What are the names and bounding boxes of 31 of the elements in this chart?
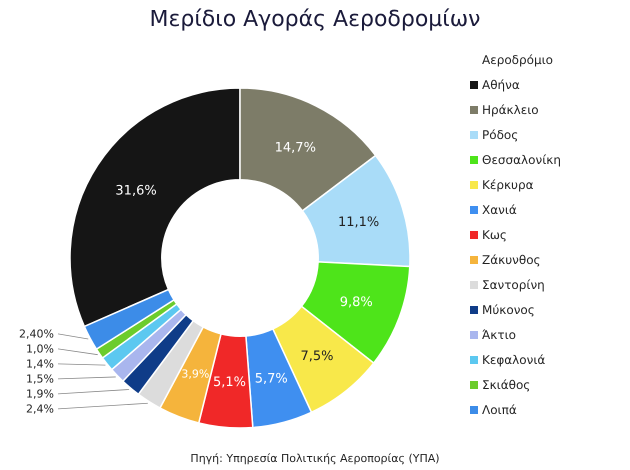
legend-title: Αεροδρόμιο	[482, 53, 553, 68]
data-label: 11,1%	[338, 215, 380, 230]
legend-label: Ηράκλειο	[482, 103, 539, 118]
legend-label: Ζάκυνθος	[482, 253, 541, 268]
data-label: 7,5%	[300, 348, 334, 364]
legend-label: Σκιάθος	[482, 378, 530, 392]
data-label: 1,4%	[26, 358, 54, 371]
data-label: 1,0%	[26, 342, 54, 356]
data-label: 1,5%	[26, 372, 54, 386]
data-label: 9,8%	[340, 295, 373, 310]
data-label: 5,1%	[212, 375, 246, 390]
legend-label: Αθήνα	[482, 78, 520, 92]
legend-label: Χανιά	[482, 203, 517, 218]
legend-label: Λοιπά	[482, 403, 517, 418]
legend-label: Σαντορίνη	[482, 278, 545, 292]
legend-label: Ρόδος	[482, 128, 518, 142]
legend-label: Μύκονος	[482, 303, 535, 318]
data-label: 14,7%	[274, 140, 316, 156]
data-label: 31,6%	[115, 184, 157, 199]
data-label: 1,9%	[26, 388, 54, 401]
data-label: 2,40%	[19, 328, 54, 341]
chart-title: Μερίδιο Αγοράς Αεροδρομίων	[150, 7, 480, 32]
legend-label: Κως	[482, 228, 507, 242]
legend-label: Θεσσαλονίκη	[482, 153, 561, 168]
legend-label: Άκτιο	[482, 328, 516, 342]
legend-label: Κεφαλονιά	[482, 353, 546, 368]
text: Πηγή: Υπηρεσία Πολιτικής Αεροπορίας (ΥΠΑ)	[190, 452, 440, 465]
data-label: 3,9%	[181, 368, 210, 381]
legend-label: Κέρκυρα	[482, 178, 534, 192]
data-label: 5,7%	[254, 372, 288, 387]
data-label: 2,4%	[26, 402, 54, 416]
